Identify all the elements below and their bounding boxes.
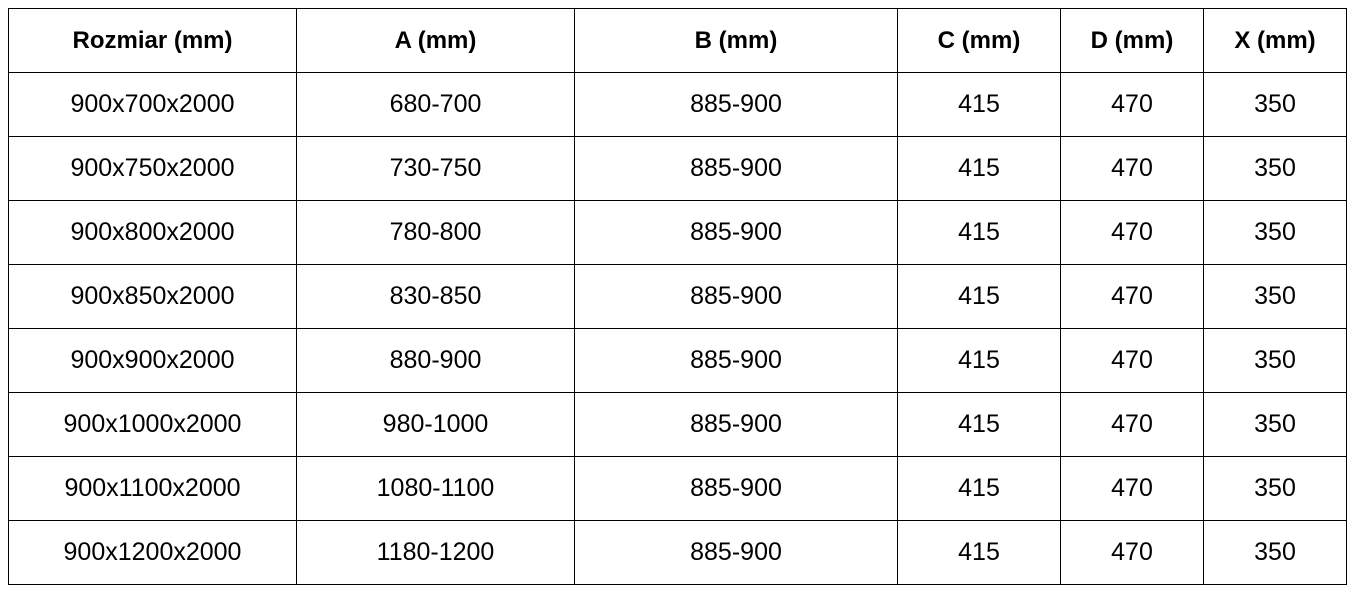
table-cell: 885-900 xyxy=(574,456,898,521)
column-header: X (mm) xyxy=(1203,8,1347,73)
table-row: 900x700x2000 680-700 885-900 415 470 350 xyxy=(8,72,1347,137)
table-cell: 900x700x2000 xyxy=(8,72,297,137)
column-header: B (mm) xyxy=(574,8,898,73)
table-cell: 470 xyxy=(1060,392,1204,457)
table-cell: 470 xyxy=(1060,328,1204,393)
table-cell: 350 xyxy=(1203,136,1347,201)
table-cell: 780-800 xyxy=(296,200,575,265)
table-cell: 470 xyxy=(1060,200,1204,265)
table-cell: 415 xyxy=(897,392,1061,457)
table-cell: 350 xyxy=(1203,392,1347,457)
table-cell: 350 xyxy=(1203,264,1347,329)
column-header: D (mm) xyxy=(1060,8,1204,73)
table-cell: 900x900x2000 xyxy=(8,328,297,393)
table-cell: 980-1000 xyxy=(296,392,575,457)
table-row: 900x850x2000 830-850 885-900 415 470 350 xyxy=(8,264,1347,329)
table-cell: 415 xyxy=(897,520,1061,585)
table-cell: 1080-1100 xyxy=(296,456,575,521)
table-cell: 885-900 xyxy=(574,264,898,329)
table-row: 900x900x2000 880-900 885-900 415 470 350 xyxy=(8,328,1347,393)
table-row: 900x800x2000 780-800 885-900 415 470 350 xyxy=(8,200,1347,265)
table-cell: 885-900 xyxy=(574,520,898,585)
table-cell: 885-900 xyxy=(574,72,898,137)
table-cell: 415 xyxy=(897,136,1061,201)
column-header: C (mm) xyxy=(897,8,1061,73)
header-row: Rozmiar (mm) A (mm) B (mm) C (mm) D (mm) X (m… xyxy=(8,8,1347,73)
table-cell: 350 xyxy=(1203,328,1347,393)
table-cell: 415 xyxy=(897,200,1061,265)
table-cell: 470 xyxy=(1060,520,1204,585)
table-cell: 470 xyxy=(1060,136,1204,201)
table-cell: 885-900 xyxy=(574,200,898,265)
table-cell: 470 xyxy=(1060,456,1204,521)
table-cell: 415 xyxy=(897,72,1061,137)
table-cell: 350 xyxy=(1203,200,1347,265)
table-row: 900x1000x2000 980-1000 885-900 415 470 350 xyxy=(8,392,1347,457)
table-row: 900x750x2000 730-750 885-900 415 470 350 xyxy=(8,136,1347,201)
table-cell: 900x750x2000 xyxy=(8,136,297,201)
table-cell: 1180-1200 xyxy=(296,520,575,585)
column-header: A (mm) xyxy=(296,8,575,73)
table-cell: 470 xyxy=(1060,264,1204,329)
table-cell: 680-700 xyxy=(296,72,575,137)
dimensions-table: Rozmiar (mm) A (mm) B (mm) C (mm) D (mm) X (m… xyxy=(8,8,1347,585)
table-cell: 885-900 xyxy=(574,328,898,393)
table-cell: 900x1200x2000 xyxy=(8,520,297,585)
table-row: 900x1200x2000 1180-1200 885-900 415 470 350 xyxy=(8,520,1347,585)
table-cell: 900x850x2000 xyxy=(8,264,297,329)
table-cell: 470 xyxy=(1060,72,1204,137)
table-cell: 900x1000x2000 xyxy=(8,392,297,457)
table-cell: 885-900 xyxy=(574,136,898,201)
table-cell: 350 xyxy=(1203,72,1347,137)
table-cell: 415 xyxy=(897,456,1061,521)
table-cell: 880-900 xyxy=(296,328,575,393)
table-cell: 900x800x2000 xyxy=(8,200,297,265)
table-row: 900x1100x2000 1080-1100 885-900 415 470 350 xyxy=(8,456,1347,521)
table-cell: 885-900 xyxy=(574,392,898,457)
table-cell: 415 xyxy=(897,328,1061,393)
table-cell: 830-850 xyxy=(296,264,575,329)
table-cell: 900x1100x2000 xyxy=(8,456,297,521)
table-cell: 350 xyxy=(1203,520,1347,585)
table-cell: 415 xyxy=(897,264,1061,329)
table-cell: 350 xyxy=(1203,456,1347,521)
column-header: Rozmiar (mm) xyxy=(8,8,297,73)
table-cell: 730-750 xyxy=(296,136,575,201)
